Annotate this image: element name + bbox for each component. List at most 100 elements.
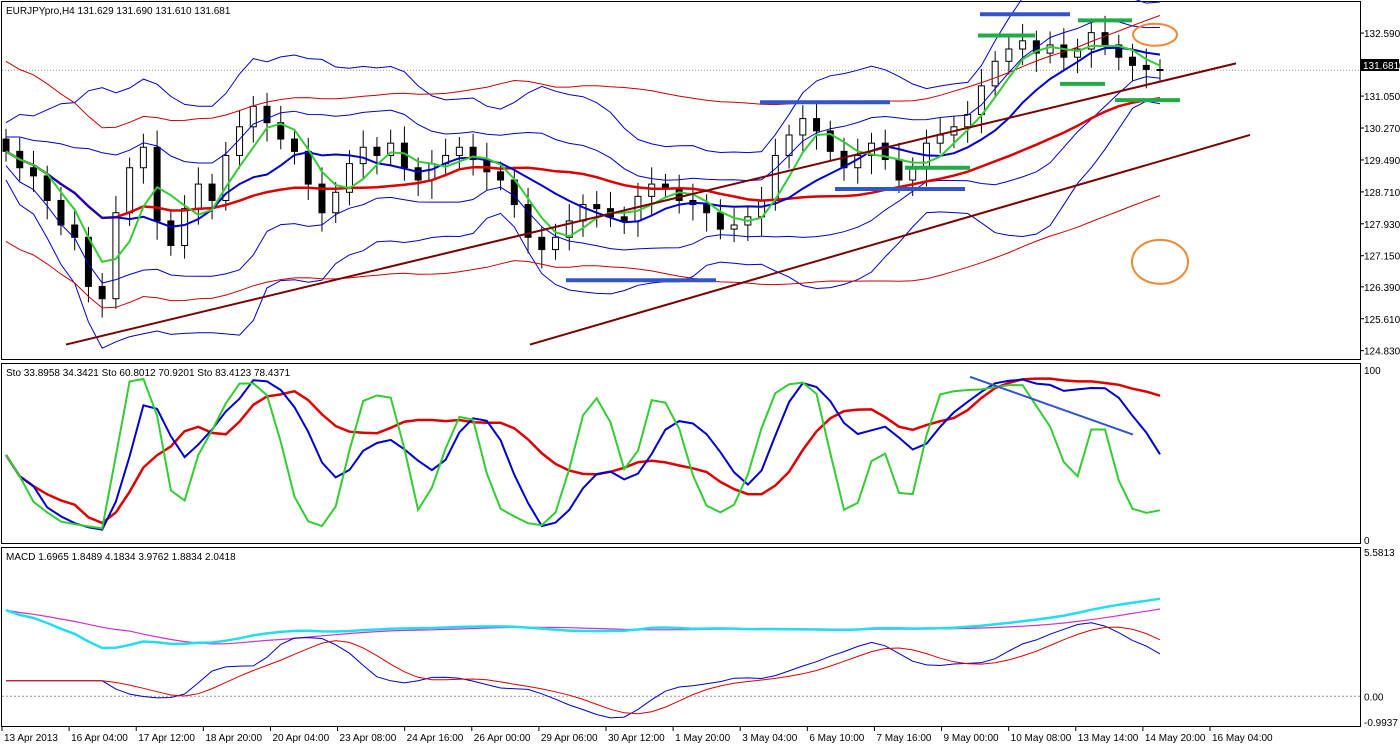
time-tick-label: 30 Apr 12:00 <box>608 733 665 744</box>
candle-body <box>1142 64 1150 70</box>
time-tick-label: 10 May 08:00 <box>1011 733 1072 744</box>
candle-body <box>29 167 37 177</box>
candle-body <box>771 154 779 201</box>
price-tick-label: 127.150 <box>1364 252 1400 263</box>
candle-body <box>1101 32 1109 46</box>
price-tick-label: 125.610 <box>1364 315 1400 326</box>
candle-body <box>249 105 257 128</box>
candle-body <box>524 204 532 238</box>
stoch-slow-line <box>4 377 1161 525</box>
stoch-divergence-line <box>969 375 1134 436</box>
stoch-panel-frame <box>1 363 1361 544</box>
price-tick-label: 130.270 <box>1364 124 1400 135</box>
candle-body <box>1115 44 1123 58</box>
time-tick-label: 13 Apr 2013 <box>4 733 58 744</box>
candle-body <box>153 146 161 222</box>
stoch-tick-label: 100 <box>1364 366 1381 377</box>
envelope-upper <box>5 15 1161 129</box>
candle-body <box>167 220 175 246</box>
candle-body <box>716 212 724 230</box>
macd-plot <box>2 597 1360 719</box>
highlight-circle-lower <box>1131 238 1189 285</box>
bollinger-upper <box>5 0 1161 154</box>
main-panel-frame <box>1 1 1361 360</box>
candle-body <box>304 150 312 185</box>
candle-body <box>455 146 463 156</box>
candle-body <box>703 204 711 214</box>
candle-body <box>895 159 903 181</box>
time-tick-label: 9 May 00:00 <box>944 733 999 744</box>
time-tick-label: 14 May 20:00 <box>1145 733 1206 744</box>
candle-body <box>345 163 353 193</box>
macd-panel-frame <box>1 547 1361 727</box>
time-tick-label: 16 May 04:00 <box>1212 733 1273 744</box>
bollinger-inner-upper <box>6 19 1161 182</box>
macd-tick-label: 5.5813 <box>1364 548 1395 559</box>
price-tick-label: 128.710 <box>1364 188 1400 199</box>
candle-body <box>43 175 51 201</box>
stoch-tick-label: 0 <box>1364 536 1370 547</box>
time-tick-label: 29 Apr 06:00 <box>541 733 598 744</box>
macd-signal-long <box>5 608 1161 645</box>
macd-main-line <box>6 622 1161 719</box>
main-plot <box>2 0 1360 349</box>
stoch-mid-line <box>5 378 1161 531</box>
candle-body <box>222 154 230 201</box>
candle-body <box>593 204 601 210</box>
time-tick-label: 18 Apr 20:00 <box>205 733 262 744</box>
candle-body <box>428 163 436 181</box>
ma-fast-line <box>5 45 1161 264</box>
macd-signal-line <box>6 626 1161 715</box>
candle-body <box>1129 56 1137 66</box>
time-tick-label: 23 Apr 08:00 <box>340 733 397 744</box>
candle-body <box>469 146 477 161</box>
candle-body <box>881 142 889 161</box>
candle-body <box>1019 40 1027 50</box>
time-tick-label: 16 Apr 04:00 <box>71 733 128 744</box>
time-tick-label: 17 Apr 12:00 <box>138 733 195 744</box>
candle-body <box>139 146 147 169</box>
time-tick-label: 24 Apr 16:00 <box>407 733 464 744</box>
time-tick-label: 13 May 14:00 <box>1078 733 1139 744</box>
candle-body <box>648 183 656 197</box>
candle-body <box>208 183 216 201</box>
candle-body <box>318 183 326 214</box>
candle-body <box>1005 48 1013 62</box>
candle-body <box>813 118 821 132</box>
time-tick-label: 3 May 04:00 <box>742 733 797 744</box>
candle-body <box>194 183 202 210</box>
candle-body <box>359 146 367 165</box>
stoch-fast-line <box>5 377 1161 530</box>
candle-body <box>57 199 65 226</box>
candle-body <box>634 195 642 222</box>
candle-body <box>71 224 79 238</box>
candle-body <box>552 236 560 251</box>
bollinger-inner-lower <box>5 76 1161 284</box>
candle-body <box>1046 44 1054 54</box>
axes: 132.590131.810131.050130.270129.490128.7… <box>1 29 1400 744</box>
candle-body <box>991 60 999 87</box>
candle-body <box>236 126 244 156</box>
candle-body <box>263 105 271 124</box>
trendline-minor <box>529 134 1251 346</box>
macd-tick-label: 0.00 <box>1364 692 1384 703</box>
candle-body <box>332 191 340 214</box>
candle-body <box>1156 68 1164 71</box>
bollinger-lower <box>5 100 1161 349</box>
current-price-label: 131.681 <box>1363 61 1400 72</box>
price-tick-label: 129.490 <box>1364 156 1400 167</box>
macd-tick-label: -0.9937 <box>1364 718 1398 729</box>
candle-body <box>98 285 106 300</box>
macd-main-long <box>5 597 1161 650</box>
macd-title: MACD 1.6965 1.8489 4.1834 3.9762 1.8834 … <box>6 552 236 563</box>
price-tick-label: 127.930 <box>1364 220 1400 231</box>
candle-body <box>387 142 395 156</box>
ma-mid-line <box>5 46 1161 228</box>
candle-body <box>181 208 189 246</box>
candle-body <box>291 138 298 152</box>
candle-body <box>538 236 546 251</box>
time-tick-label: 7 May 16:00 <box>876 733 931 744</box>
candle-body <box>84 236 92 287</box>
